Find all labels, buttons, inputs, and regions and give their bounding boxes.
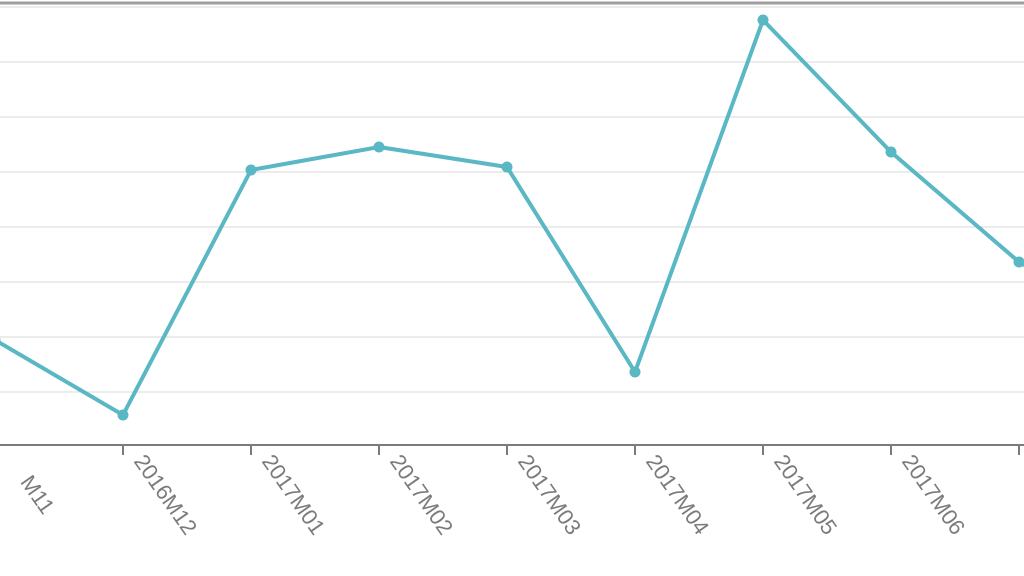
series-marker xyxy=(630,367,640,377)
series-marker xyxy=(1014,257,1024,267)
line-chart: M112016M122017M012017M022017M032017M0420… xyxy=(0,0,1024,576)
chart-svg: M112016M122017M012017M022017M032017M0420… xyxy=(0,0,1024,576)
series-marker xyxy=(758,15,768,25)
series-marker xyxy=(886,147,896,157)
series-marker xyxy=(246,165,256,175)
series-marker xyxy=(118,410,128,420)
series-marker xyxy=(502,162,512,172)
series-marker xyxy=(374,142,384,152)
